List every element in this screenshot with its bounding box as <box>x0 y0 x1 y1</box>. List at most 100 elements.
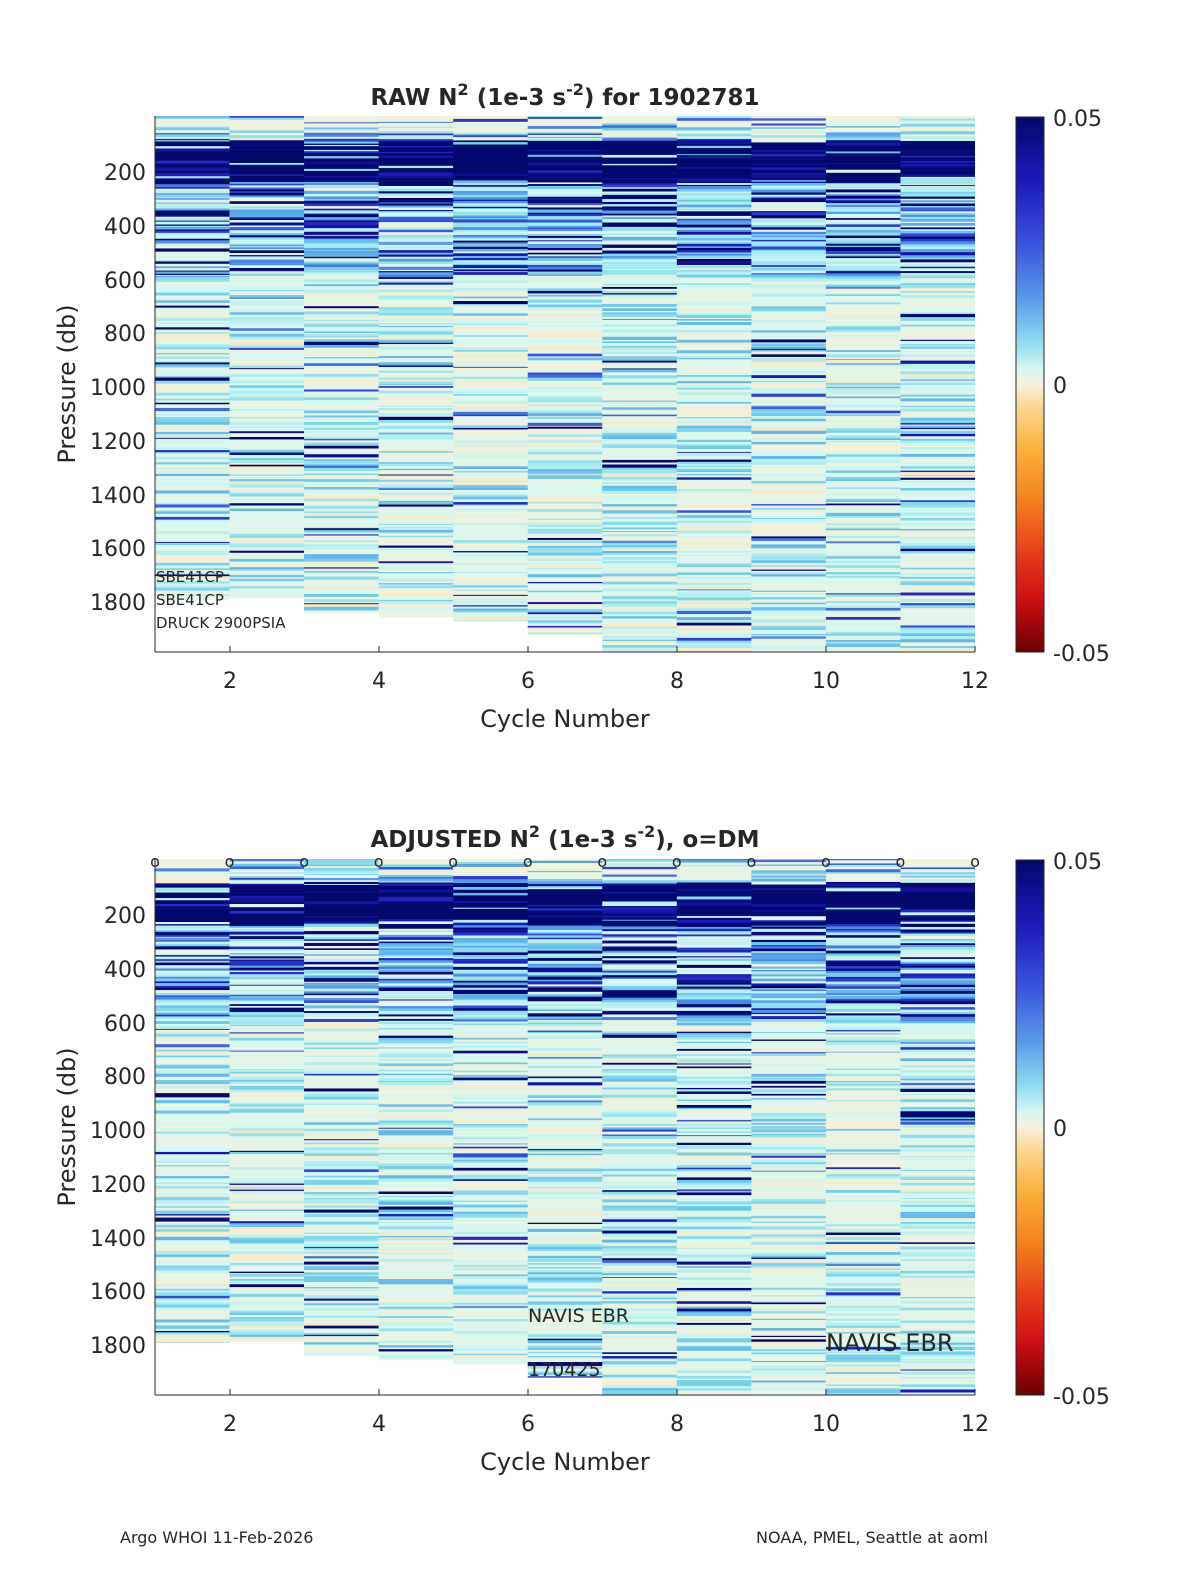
heatmap-cell <box>677 480 752 483</box>
heatmap-cell <box>453 1327 528 1330</box>
heatmap-cell <box>900 648 975 650</box>
heatmap-cell <box>751 979 826 982</box>
heatmap-cell <box>304 166 379 169</box>
heatmap-cell <box>677 1236 752 1239</box>
heatmap-cell <box>677 1111 752 1114</box>
heatmap-cell <box>602 149 677 152</box>
heatmap-cell <box>230 923 305 926</box>
heatmap-cell <box>453 1316 528 1319</box>
heatmap-cell <box>304 284 379 286</box>
heatmap-cell <box>751 238 826 240</box>
heatmap-cell <box>453 1270 528 1273</box>
heatmap-cell <box>677 1192 752 1195</box>
heatmap-cell <box>826 433 901 436</box>
heatmap-cell <box>379 232 454 235</box>
heatmap-cell <box>304 1241 379 1244</box>
heatmap-cell <box>751 938 826 941</box>
heatmap-cell <box>379 1338 454 1341</box>
heatmap-cell <box>602 275 677 278</box>
heatmap-cell <box>453 1015 528 1018</box>
heatmap-cell <box>900 193 975 195</box>
heatmap-cell <box>453 1265 528 1268</box>
heatmap-cell <box>602 171 677 174</box>
heatmap-cell <box>826 608 901 611</box>
heatmap-cell <box>751 897 826 900</box>
heatmap-cell <box>677 942 752 945</box>
heatmap-cell <box>602 480 677 482</box>
heatmap-cell <box>528 319 603 321</box>
heatmap-cell <box>230 506 305 509</box>
heatmap-cell <box>602 1240 677 1243</box>
heatmap-cell <box>304 918 379 920</box>
heatmap-cell <box>900 146 975 149</box>
heatmap-cell <box>751 121 826 124</box>
heatmap-cell <box>453 525 528 528</box>
heatmap-cell <box>453 1202 528 1205</box>
heatmap-cell <box>155 286 230 289</box>
heatmap-cell <box>155 1024 230 1026</box>
heatmap-cell <box>304 1253 379 1256</box>
heatmap-cell <box>677 407 752 409</box>
heatmap-cell <box>826 319 901 322</box>
heatmap-cell <box>304 501 379 504</box>
heatmap-cell <box>453 947 528 950</box>
heatmap-cell <box>453 1171 528 1174</box>
heatmap-cell <box>677 1082 752 1084</box>
heatmap-cell <box>379 466 454 469</box>
heatmap-cell <box>379 965 454 967</box>
heatmap-cell <box>230 385 305 387</box>
heatmap-cell <box>528 932 603 934</box>
heatmap-cell <box>900 423 975 425</box>
heatmap-cell <box>677 1259 752 1262</box>
heatmap-cell <box>453 401 528 404</box>
heatmap-cell <box>900 308 975 311</box>
heatmap-cell <box>304 888 379 891</box>
heatmap-cell <box>230 172 305 174</box>
heatmap-cell <box>602 584 677 587</box>
heatmap-cell <box>751 572 826 574</box>
heatmap-cell <box>602 1186 677 1189</box>
heatmap-cell <box>677 1364 752 1367</box>
heatmap-cell <box>379 1192 454 1195</box>
heatmap-cell <box>155 1267 230 1270</box>
heatmap-cell <box>155 1302 230 1305</box>
heatmap-cell <box>602 1246 677 1249</box>
heatmap-cell <box>528 143 603 145</box>
heatmap-cell <box>304 457 379 459</box>
heatmap-cell <box>304 323 379 325</box>
heatmap-cell <box>304 311 379 314</box>
heatmap-cell <box>379 230 454 233</box>
heatmap-cell <box>677 1383 752 1386</box>
heatmap-cell <box>453 977 528 980</box>
heatmap-cell <box>155 891 230 893</box>
heatmap-cell <box>379 926 454 929</box>
heatmap-cell <box>602 147 677 149</box>
heatmap-cell <box>602 911 677 914</box>
colorbar-label: 0 <box>1053 374 1067 399</box>
heatmap-cell <box>677 1206 752 1209</box>
heatmap-cell <box>528 1036 603 1039</box>
heatmap-cell <box>155 334 230 337</box>
heatmap-cell <box>528 898 603 901</box>
heatmap-cell <box>230 292 305 295</box>
heatmap-cell <box>304 304 379 307</box>
heatmap-cell <box>230 305 305 307</box>
heatmap-cell <box>528 475 603 477</box>
heatmap-cell <box>453 398 528 400</box>
heatmap-cell <box>155 349 230 352</box>
heatmap-cell <box>453 1363 528 1364</box>
heatmap-cell <box>230 1061 305 1064</box>
heatmap-cell <box>900 227 975 229</box>
heatmap-cell <box>453 920 528 923</box>
heatmap-cell <box>379 1082 454 1085</box>
heatmap-cell <box>304 1180 379 1182</box>
heatmap-cell <box>751 351 826 354</box>
heatmap-cell <box>677 1049 752 1051</box>
heatmap-cell <box>304 1331 379 1334</box>
heatmap-cell <box>751 127 826 129</box>
heatmap-cell <box>826 167 901 170</box>
heatmap-cell <box>304 1166 379 1169</box>
heatmap-cell <box>602 128 677 131</box>
heatmap-cell <box>379 1295 454 1298</box>
heatmap-cell <box>826 173 901 176</box>
